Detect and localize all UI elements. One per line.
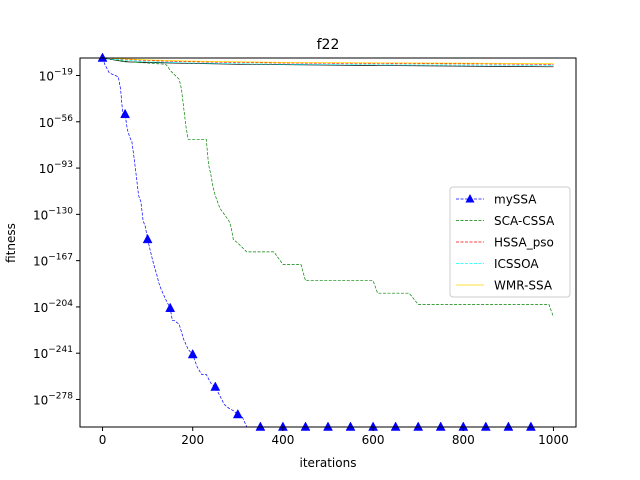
y-tick-label: 10−19: [39, 68, 74, 84]
data-point-marker: [323, 421, 333, 431]
y-tick-label: 10−241: [33, 345, 73, 361]
x-axis: 0 200 400 600 800 1000: [99, 427, 569, 447]
y-axis: 10−19 10−56 10−93 10−130 10−167 10−204 10−241 1…: [33, 68, 80, 407]
legend-label: ICSSOA: [494, 257, 539, 271]
data-point-marker: [210, 381, 221, 391]
data-point-marker: [187, 348, 198, 359]
marker-layer: [97, 52, 536, 431]
legend: mySSA SCA-CSSA HSSA_pso ICSSOA WMR-SSA: [449, 186, 571, 298]
x-tick-label: 400: [271, 433, 294, 447]
legend-marker: [465, 194, 475, 203]
data-point-marker: [97, 52, 108, 62]
series-line-wmr-ssa: [102, 57, 554, 64]
series-line-icssoa: [102, 58, 554, 66]
plot-frame: [79, 57, 577, 428]
legend-label: SCA-CSSA: [494, 214, 555, 228]
data-point-marker: [345, 421, 356, 431]
x-tick-label: 0: [99, 433, 107, 447]
legend-label: HSSA_pso: [494, 236, 554, 250]
y-tick-label: 10−93: [39, 160, 73, 176]
series-line-unlabeled: [102, 57, 554, 68]
data-point-marker: [503, 421, 514, 431]
data-point-marker: [300, 421, 311, 431]
x-tick-label: 600: [362, 433, 385, 447]
legend-box: [449, 186, 571, 298]
data-point-marker: [480, 421, 491, 431]
x-tick-label: 200: [181, 433, 204, 447]
y-tick-label: 10−204: [33, 299, 73, 315]
data-point-marker: [232, 408, 243, 419]
y-tick-label: 10−56: [39, 114, 74, 130]
data-point-marker: [120, 108, 131, 119]
data-point-marker: [255, 421, 266, 431]
data-point-marker: [165, 302, 176, 312]
chart-title: f22: [317, 37, 340, 53]
y-tick-label: 10−167: [33, 253, 73, 269]
y-axis-label: fitness: [4, 223, 18, 263]
legend-label: WMR-SSA: [494, 279, 553, 293]
data-point-marker: [413, 421, 424, 431]
x-axis-label: iterations: [300, 456, 357, 470]
legend-label: mySSA: [494, 193, 537, 207]
y-tick-label: 10−278: [33, 391, 73, 407]
x-tick-label: 1000: [538, 433, 569, 447]
data-point-marker: [390, 421, 401, 431]
data-point-marker: [525, 421, 536, 431]
data-point-marker: [435, 421, 446, 431]
x-tick-label: 800: [452, 433, 475, 447]
data-point-marker: [142, 233, 153, 244]
y-tick-label: 10−130: [33, 206, 73, 222]
series-line-hssa_pso: [102, 57, 554, 65]
